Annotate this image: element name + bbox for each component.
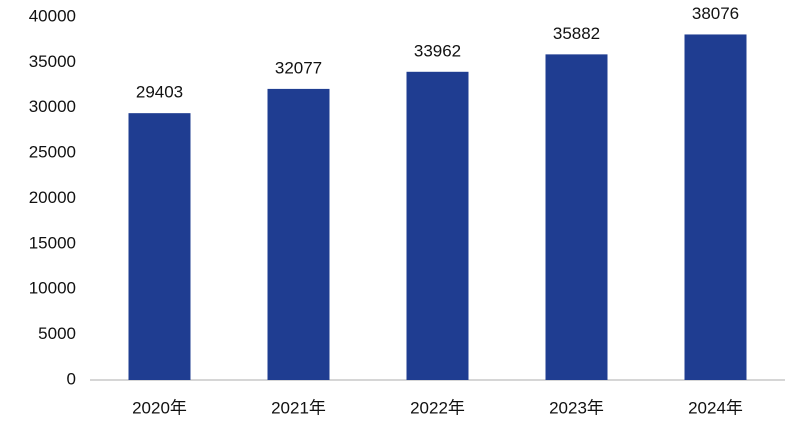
data-label: 29403	[136, 83, 183, 102]
bar	[128, 113, 191, 380]
data-label: 32077	[275, 58, 322, 77]
data-label: 33962	[414, 41, 461, 60]
y-tick-label: 25000	[29, 143, 76, 162]
y-tick-label: 5000	[38, 324, 76, 343]
bar	[267, 88, 330, 381]
y-tick-label: 20000	[29, 188, 76, 207]
bar	[406, 71, 469, 380]
x-tick-label: 2023年	[549, 398, 604, 417]
y-tick-label: 10000	[29, 279, 76, 298]
x-tick-label: 2024年	[688, 398, 743, 417]
y-tick-label: 30000	[29, 97, 76, 116]
y-tick-label: 0	[67, 369, 76, 388]
bar	[684, 34, 747, 381]
data-label: 35882	[553, 24, 600, 43]
x-tick-label: 2021年	[271, 398, 326, 417]
x-tick-label: 2020年	[132, 398, 187, 417]
x-tick-label: 2022年	[410, 398, 465, 417]
y-tick-label: 35000	[29, 52, 76, 71]
y-tick-label: 40000	[29, 6, 76, 25]
data-label: 38076	[692, 4, 739, 23]
y-tick-label: 15000	[29, 233, 76, 252]
bar	[545, 54, 608, 380]
